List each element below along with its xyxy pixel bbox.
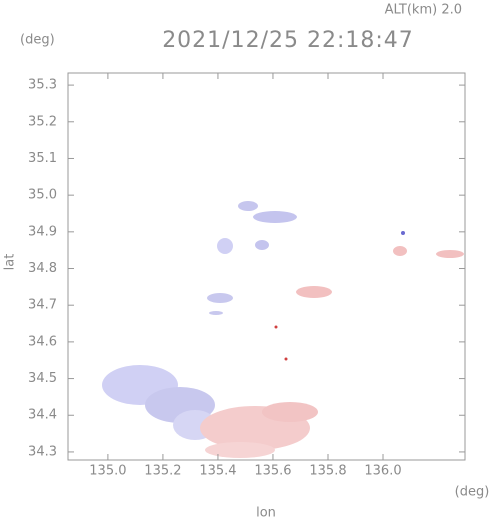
echo-blue xyxy=(209,311,223,315)
x-tick-label: 135.2 xyxy=(144,464,181,479)
y-tick-label: 35.0 xyxy=(28,188,57,203)
x-tick-label: 135.6 xyxy=(254,464,291,479)
x-unit: (deg) xyxy=(455,485,490,500)
echo-field xyxy=(102,201,464,458)
y-axis-label: lat xyxy=(3,254,18,271)
x-axis-label: lon xyxy=(256,506,276,521)
chart-title: 2021/12/25 22:18:47 xyxy=(162,28,414,53)
echo-blue xyxy=(255,240,269,250)
echo-blue xyxy=(253,211,297,223)
y-tick-label: 35.2 xyxy=(28,114,57,129)
y-tick-label: 34.4 xyxy=(28,408,57,423)
echo-red xyxy=(274,325,278,329)
x-tick-label: 136.0 xyxy=(364,464,401,479)
echo-blue xyxy=(238,201,258,211)
y-tick-label: 35.3 xyxy=(28,78,57,93)
x-tick-label: 135.8 xyxy=(309,464,346,479)
y-tick-label: 34.7 xyxy=(28,298,57,313)
echo-red xyxy=(296,286,332,298)
echo-blue xyxy=(217,238,233,254)
echo-red xyxy=(393,246,407,256)
echo-blue xyxy=(207,293,233,303)
x-tick-label: 135.0 xyxy=(89,464,126,479)
y-tick-label: 34.3 xyxy=(28,444,57,459)
echo-red xyxy=(262,402,318,422)
plot-frame xyxy=(67,72,466,461)
x-tick-label: 135.4 xyxy=(199,464,236,479)
y-tick-label: 35.1 xyxy=(28,151,57,166)
echo-red xyxy=(436,250,464,258)
y-tick-label: 34.6 xyxy=(28,334,57,349)
chart-subtitle: ALT(km) 2.0 xyxy=(385,3,462,18)
y-tick-label: 34.8 xyxy=(28,261,57,276)
echo-blue xyxy=(401,231,405,235)
y-tick-label: 34.5 xyxy=(28,371,57,386)
y-unit: (deg) xyxy=(20,33,55,48)
echo-red xyxy=(205,442,275,458)
y-tick-label: 34.9 xyxy=(28,224,57,239)
echo-red xyxy=(284,357,288,361)
